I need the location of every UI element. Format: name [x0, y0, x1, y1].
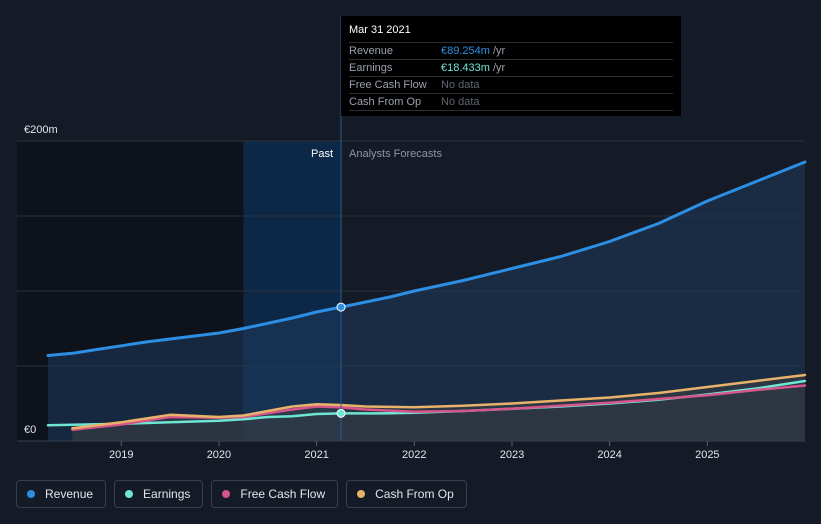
series-areas [48, 162, 805, 441]
tooltip-unit: /yr [492, 62, 506, 74]
x-tick-label: 2024 [597, 449, 621, 461]
x-axis-labels: 2019 2020 2021 2022 2023 2024 2025 [109, 441, 720, 461]
legend-item-free-cash-flow[interactable]: Free Cash Flow [211, 480, 339, 508]
x-tick-label: 2019 [109, 449, 133, 461]
legend-label: Revenue [45, 487, 94, 501]
series-area-revenue [48, 162, 805, 441]
x-tick-label: 2021 [304, 449, 328, 461]
x-tick-label: 2022 [402, 449, 426, 461]
legend-item-cash-from-op[interactable]: Cash From Op [346, 480, 467, 508]
tooltip-row-revenue: Revenue €89.254m /yr [349, 42, 673, 59]
legend-label: Free Cash Flow [240, 487, 326, 501]
x-tick-label: 2020 [207, 449, 231, 461]
tooltip-row-fcf: Free Cash Flow No data [349, 76, 673, 93]
marker-revenue [336, 302, 346, 312]
y-tick-label: €0 [24, 424, 36, 436]
y-axis-labels: €200m €0 [24, 124, 58, 436]
past-label: Past [311, 148, 333, 160]
legend-label: Earnings [143, 487, 191, 501]
series-line-revenue [46, 160, 807, 357]
tooltip-unit: /yr [492, 45, 506, 57]
series-lines [46, 160, 807, 432]
tooltip-row-earnings: Earnings €18.433m /yr [349, 59, 673, 76]
tooltip-value: No data [441, 79, 480, 91]
earnings-dot-icon [125, 490, 134, 498]
tooltip-value: No data [441, 96, 480, 108]
tooltip-value: €18.433m [441, 62, 490, 74]
tooltip-label: Cash From Op [349, 96, 422, 108]
x-tick-label: 2023 [500, 449, 524, 461]
highlight-markers [336, 302, 346, 418]
tooltip: Mar 31 2021 Revenue €89.254m /yr Earning… [341, 16, 681, 116]
forecast-label: Analysts Forecasts [349, 148, 442, 160]
tooltip-row-cfo: Cash From Op No data [349, 93, 673, 111]
tooltip-value: €89.254m [441, 45, 490, 57]
tooltip-date: Mar 31 2021 [349, 24, 411, 36]
tooltip-label: Earnings [349, 62, 393, 74]
free-cash-flow-dot-icon [222, 490, 231, 498]
cash-from-op-dot-icon [357, 490, 366, 498]
tooltip-label: Free Cash Flow [349, 79, 427, 91]
marker-earnings [336, 408, 346, 418]
legend-item-revenue[interactable]: Revenue [16, 480, 107, 508]
legend-item-earnings[interactable]: Earnings [114, 480, 204, 508]
series-line-cash-from-op [71, 373, 807, 430]
x-tick-label: 2025 [695, 449, 719, 461]
tooltip-label: Revenue [349, 45, 394, 57]
legend-label: Cash From Op [375, 487, 454, 501]
series-area-cash-from-op [72, 375, 805, 441]
revenue-dot-icon [27, 490, 35, 498]
legend: Revenue Earnings Free Cash Flow Cash Fro… [16, 480, 467, 508]
y-tick-label: €200m [24, 124, 58, 136]
